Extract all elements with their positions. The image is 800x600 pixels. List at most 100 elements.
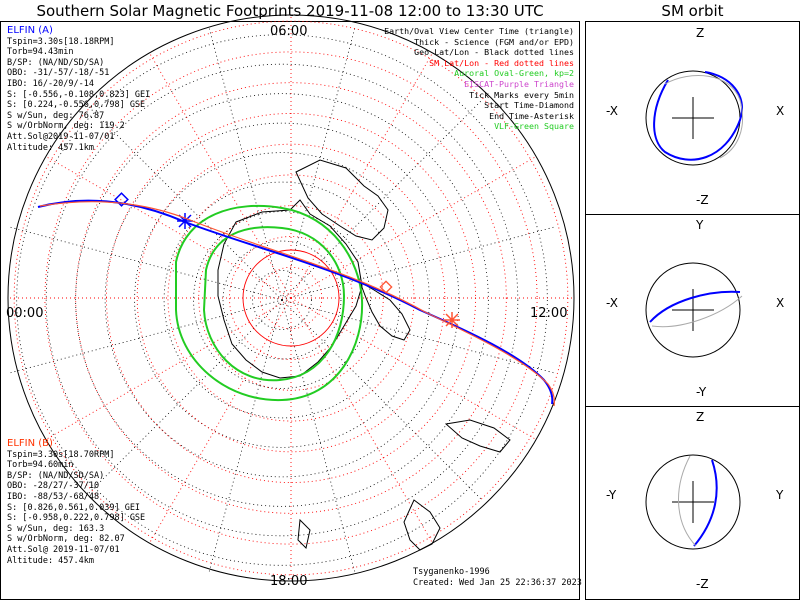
sm-panel-xz (645, 70, 744, 166)
sm-longitude-line (290, 297, 537, 440)
sm-yz-bottom-label: -Z (696, 577, 709, 591)
elfin-a-name: ELFIN (A) (7, 25, 53, 36)
new-zealand-coast (297, 518, 311, 549)
sm-yz-orbit-a (693, 459, 718, 547)
model-credit: Tsyganenko-1996 (413, 567, 490, 577)
elfin_a-line: B/SP: (NA/ND/SD/SA) (7, 57, 105, 68)
elfin-a-info: ELFIN (A) Tspin=3.30s[18.18RPM] Torb=94.4… (7, 25, 150, 154)
sm-pole-circle (242, 249, 340, 347)
sm-xy-right-label: X (776, 296, 785, 310)
elfin_b-line: IBO: -88/53/-68/48 (7, 491, 100, 502)
sm-panel-xy (645, 262, 743, 358)
sm-xz-left-label: -X (606, 104, 618, 118)
elfin_b-line: Att.Sol@ 2019-11-07/01 (7, 544, 120, 555)
australia-coast (403, 499, 441, 551)
elfin-b-track (39, 201, 555, 407)
sm-orbit-title: SM orbit (661, 2, 724, 20)
elfin_a-line: IBO: 16/-20/9/-14 (7, 78, 94, 89)
elfin-b-end-asterisk (444, 312, 460, 328)
sm-longitude-line (45, 297, 292, 440)
coastlines (217, 159, 511, 551)
created-credit: Created: Wed Jan 25 22:36:37 2023 (413, 578, 582, 588)
elfin_a-line: Altitude: 457.1km (7, 142, 94, 153)
elfin_a-line: Tspin=3.30s[18.18RPM] (7, 36, 115, 47)
geo-latitude-circle (134, 152, 430, 448)
geo-latitude-circle (222, 240, 342, 360)
legend-item: VLF-Green Square (494, 121, 574, 132)
sm-yz-right-label: Y (776, 488, 784, 502)
elfin_b-line: S: [-0.958,0.222,0.798] GSE (7, 513, 146, 524)
legend-item: SM Lat/Lon - Red dotted lines (429, 57, 574, 68)
sm-xy-top-label: Y (696, 218, 704, 232)
elfin_b-line: Tspin=3.30s[18.70RPM] (7, 449, 115, 460)
elfin_b-line: S w/OrbNorm, deg: 82.07 (7, 534, 125, 545)
elfin-b-name: ELFIN (B) (7, 438, 53, 449)
sm-xz-top-label: Z (696, 26, 705, 40)
elfin-a-end-asterisk (177, 213, 193, 229)
sm-longitude-line (290, 156, 537, 299)
elfin-a-lines: Tspin=3.30s[18.18RPM] Torb=94.43min B/SP: … (7, 37, 150, 154)
geo-latitude-circle (193, 211, 371, 389)
legend: Earth/Oval View Center Time (triangle) Th… (384, 26, 574, 132)
hour-label-bottom: 18:00 (270, 574, 308, 589)
geo-longitude-line (8, 226, 283, 301)
elfin_a-line: S: [-0.556,-0.108,0.823] GEI (7, 89, 151, 100)
sm-xy-bottom-label: -Y (696, 385, 707, 399)
elfin_a-line: Torb=94.43min (7, 47, 74, 58)
elfin_b-line: S w/Sun, deg: 163.3 (7, 523, 105, 534)
hour-label-top: 06:00 (270, 24, 308, 39)
auroral-oval-outer (175, 204, 364, 402)
sm-latitude-circle (167, 174, 415, 422)
sm-xy-left-label: -X (606, 296, 618, 310)
elfin_a-line: OBO: -31/-57/-18/-51 (7, 68, 110, 79)
elfin_b-line: B/SP: (NA/ND/SD/SA) (7, 470, 105, 481)
geo-longitude-line (8, 299, 283, 374)
auroral-ovals (175, 204, 364, 402)
elfin_a-line: S w/OrbNorm, deg: 119.2 (7, 121, 125, 132)
sm-xz-right-label: X (776, 104, 785, 118)
sm-xy-orbit-b (651, 295, 743, 328)
plot-title: Southern Solar Magnetic Footprints 2019-… (36, 2, 544, 20)
sm-yz-orbit-b (678, 455, 697, 547)
geo-longitude-line (208, 26, 283, 301)
elfin_b-line: Torb=94.60min (7, 460, 74, 471)
geo-latitude-circle (45, 63, 519, 537)
sm-latitude-circle (259, 266, 323, 330)
geo-latitude-circle (252, 270, 312, 330)
elfin-b-footprint (39, 201, 555, 407)
map-boundary-circle (7, 14, 575, 582)
geo-longitude-line (208, 299, 283, 574)
elfin_b-line: OBO: -28/27/-37/10 (7, 481, 100, 492)
elfin_a-line: S w/Sun, deg: 76.87 (7, 110, 105, 121)
sm-grid (8, 15, 574, 581)
auroral-oval-inner (202, 226, 346, 382)
legend-item: End Time-Asterisk (489, 110, 574, 121)
hour-label-right: 12:00 (530, 306, 568, 321)
elfin-b-info: ELFIN (B) Tspin=3.30s[18.70RPM] Torb=94.6… (7, 438, 145, 567)
geo-latitude-circle (104, 122, 460, 478)
elfin_b-line: Altitude: 457.4km (7, 555, 94, 566)
elfin_b-line: S: [0.826,0.561,0.039] GEI (7, 502, 141, 513)
legend-item: Geo Lat/Lon - Black dotted lines (414, 47, 574, 58)
legend-item: Start Time-Diamond (484, 100, 574, 111)
sm-xy-orbit-a (649, 290, 741, 323)
legend-item: Tick Marks every 5min (469, 89, 574, 100)
geo-longitude-line (281, 299, 556, 374)
legend-item: Auroral Oval-Green, kp=2 (454, 68, 574, 79)
geo-longitude-line (281, 299, 483, 501)
sm-xz-bottom-label: -Z (696, 193, 709, 207)
sm-xz-orbit-a (653, 71, 743, 161)
elfin-b-lines: Tspin=3.30s[18.70RPM] Torb=94.60min B/SP: … (7, 450, 145, 567)
sm-latitude-circle (229, 236, 353, 360)
geo-latitude-circle (75, 93, 489, 507)
south-america-coast (359, 280, 411, 341)
geo-latitude-circle (16, 34, 548, 566)
sm-xz-orbit-b (664, 75, 744, 159)
elfin_a-line: S: [0.224,-0.556,0.798] GSE (7, 100, 146, 111)
legend-item: Thick - Science (FGM and/or EPD) (414, 36, 574, 47)
sm-latitude-circle (44, 51, 538, 545)
geo-longitude-line (281, 226, 556, 301)
southern-islands (444, 419, 511, 453)
sm-yz-top-label: Z (696, 410, 705, 424)
sm-latitude-circle (75, 82, 507, 514)
